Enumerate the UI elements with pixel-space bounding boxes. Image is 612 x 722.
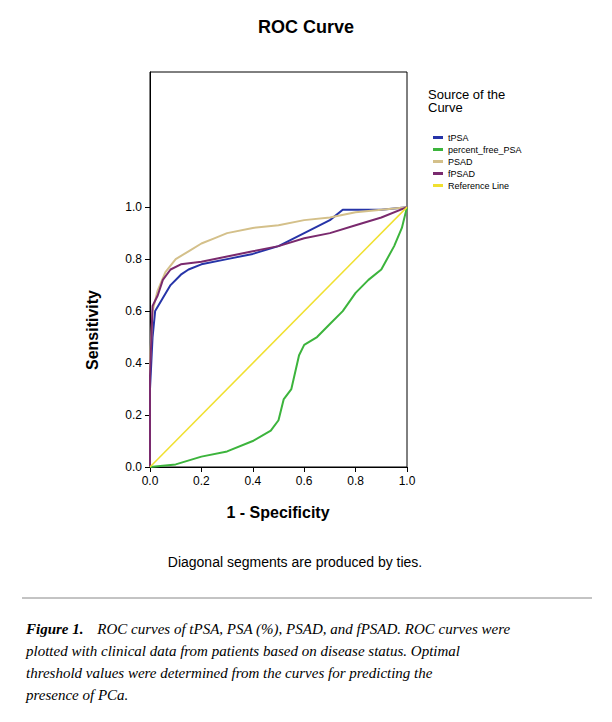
svg-text:ROC Curve: ROC Curve [258,17,354,37]
svg-text:Diagonal segments are produced: Diagonal segments are produced by ties. [168,554,422,570]
svg-text:PSAD: PSAD [448,157,473,167]
svg-text:0.8: 0.8 [347,474,364,488]
svg-text:presence of PCa.: presence of PCa. [25,687,128,703]
svg-text:0.6: 0.6 [296,474,313,488]
svg-text:Reference Line: Reference Line [448,181,509,191]
svg-text:0.0: 0.0 [125,460,142,474]
svg-text:0.2: 0.2 [125,408,142,422]
svg-text:Source of the: Source of the [428,87,509,102]
svg-text:Sensitivity: Sensitivity [84,290,101,370]
svg-text:Curve: Curve [428,100,463,115]
svg-text:percent_free_PSA: percent_free_PSA [448,145,522,155]
svg-text:0.0: 0.0 [142,474,159,488]
svg-text:tPSA: tPSA [448,133,469,143]
svg-text:0.2: 0.2 [193,474,210,488]
svg-text:ROC curves of tPSA, PSA (%), P: ROC curves of tPSA, PSA (%), PSAD, and f… [94,621,514,638]
svg-text:plotted with clinical data fro: plotted with clinical data from patients… [25,643,464,659]
svg-text:fPSAD: fPSAD [448,169,476,179]
svg-text:1.0: 1.0 [125,200,142,214]
svg-text:Figure 1.: Figure 1. [25,621,84,637]
svg-text:0.8: 0.8 [125,252,142,266]
svg-text:0.4: 0.4 [244,474,261,488]
svg-text:0.6: 0.6 [125,304,142,318]
svg-text:0.4: 0.4 [125,356,142,370]
svg-text:threshold values were determin: threshold values were determined from th… [26,665,436,681]
svg-text:1 - Specificity: 1 - Specificity [226,504,329,521]
svg-text:1.0: 1.0 [399,474,416,488]
